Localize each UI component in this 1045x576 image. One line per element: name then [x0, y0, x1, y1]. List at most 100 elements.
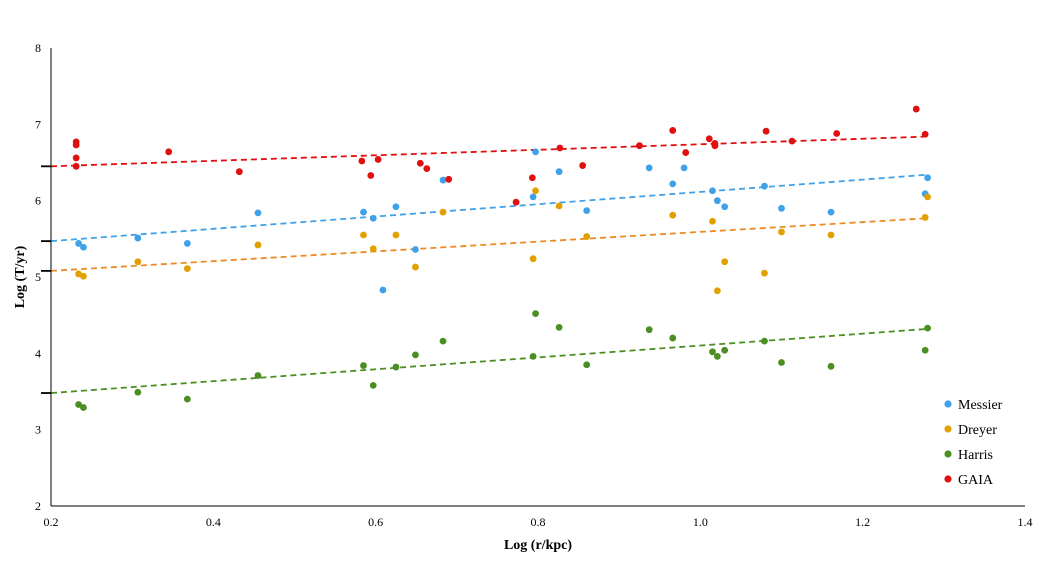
point-harris — [80, 404, 87, 411]
point-gaia — [165, 148, 173, 156]
point-harris — [75, 401, 82, 408]
point-gaia — [358, 157, 366, 165]
point-messier — [80, 243, 87, 251]
point-messier — [360, 208, 367, 216]
point-dreyer — [360, 231, 367, 239]
point-harris — [645, 326, 653, 334]
point-dreyer — [778, 228, 785, 236]
point-gaia — [912, 105, 920, 113]
point-messier — [183, 240, 191, 247]
x-tick-label: 0.6 — [368, 515, 383, 529]
point-messier — [778, 204, 785, 212]
point-gaia — [423, 165, 431, 173]
point-harris — [721, 346, 729, 354]
y-tick-label: 2 — [35, 499, 41, 513]
point-dreyer — [532, 187, 539, 195]
axes — [50, 48, 1025, 507]
point-harris — [761, 337, 768, 345]
x-tick-label: 1.2 — [855, 515, 870, 529]
point-dreyer — [669, 211, 677, 219]
point-gaia — [711, 142, 719, 150]
point-messier — [532, 148, 539, 156]
point-gaia — [921, 130, 929, 138]
point-gaia — [788, 137, 796, 145]
point-dreyer — [392, 231, 400, 239]
x-axis-title: Log (r/kpc) — [504, 538, 572, 553]
point-gaia — [528, 174, 536, 182]
trendlines — [41, 135, 928, 394]
point-harris — [709, 348, 716, 356]
legend: Messier Dreyer Harris GAIA — [944, 398, 1003, 488]
point-gaia — [579, 162, 587, 169]
point-gaia — [374, 156, 382, 163]
point-messier — [761, 182, 768, 190]
point-messier — [369, 214, 377, 222]
point-messier — [529, 193, 537, 201]
x-tick-labels: 0.2 0.4 0.6 0.8 1.0 1.2 1.4 — [44, 515, 1033, 529]
point-dreyer — [921, 214, 929, 221]
point-harris — [134, 388, 142, 396]
point-harris — [778, 359, 785, 366]
legend-label-messier: Messier — [958, 398, 1003, 413]
y-tick-label: 7 — [35, 117, 41, 131]
data-points — [72, 105, 931, 411]
point-dreyer — [134, 258, 142, 266]
trendline-gaia — [50, 135, 928, 168]
point-gaia — [235, 168, 243, 176]
point-messier — [439, 176, 447, 184]
point-messier — [134, 234, 142, 242]
point-harris — [921, 346, 929, 354]
point-gaia — [416, 159, 424, 167]
point-harris — [360, 362, 367, 369]
point-harris — [369, 381, 377, 389]
point-harris — [713, 352, 721, 360]
legend-label-dreyer: Dreyer — [958, 423, 997, 438]
point-messier — [75, 240, 82, 247]
y-tick-label: 6 — [35, 194, 41, 208]
legend-label-gaia: GAIA — [958, 473, 994, 488]
point-dreyer — [761, 269, 768, 277]
point-harris — [439, 337, 447, 345]
x-tick-label: 1.0 — [693, 515, 708, 529]
point-gaia — [72, 154, 80, 162]
legend-marker-dreyer — [944, 425, 952, 433]
x-tick-label: 0.2 — [44, 515, 59, 529]
point-harris — [392, 363, 400, 371]
point-dreyer — [439, 208, 447, 216]
point-messier — [669, 180, 677, 188]
point-gaia — [512, 198, 520, 206]
point-messier — [392, 203, 400, 211]
point-harris — [555, 323, 563, 331]
point-messier — [645, 164, 653, 172]
point-gaia — [556, 144, 564, 152]
point-gaia — [682, 149, 690, 156]
point-gaia — [367, 172, 375, 179]
trendline-dreyer — [50, 217, 928, 272]
x-tick-label: 0.4 — [206, 515, 221, 529]
point-messier — [827, 208, 835, 216]
point-harris — [529, 352, 537, 360]
point-dreyer — [555, 202, 563, 210]
point-gaia — [762, 127, 770, 135]
point-harris — [827, 362, 835, 370]
point-harris — [412, 351, 419, 359]
x-tick-label: 1.4 — [1018, 515, 1033, 529]
x-tick-label: 0.8 — [531, 515, 546, 529]
point-dreyer — [80, 272, 87, 280]
y-tick-label: 8 — [35, 41, 41, 55]
point-harris — [583, 361, 591, 369]
point-gaia — [636, 142, 643, 150]
point-messier — [924, 174, 931, 182]
point-gaia — [72, 162, 80, 170]
point-dreyer — [369, 245, 377, 253]
point-dreyer — [254, 241, 262, 249]
point-dreyer — [183, 265, 191, 273]
y-tick-label: 3 — [35, 423, 41, 437]
point-messier — [555, 168, 563, 176]
point-messier — [713, 197, 721, 205]
y-tick-label: 4 — [35, 346, 41, 360]
point-gaia — [72, 141, 80, 149]
point-dreyer — [583, 233, 591, 240]
